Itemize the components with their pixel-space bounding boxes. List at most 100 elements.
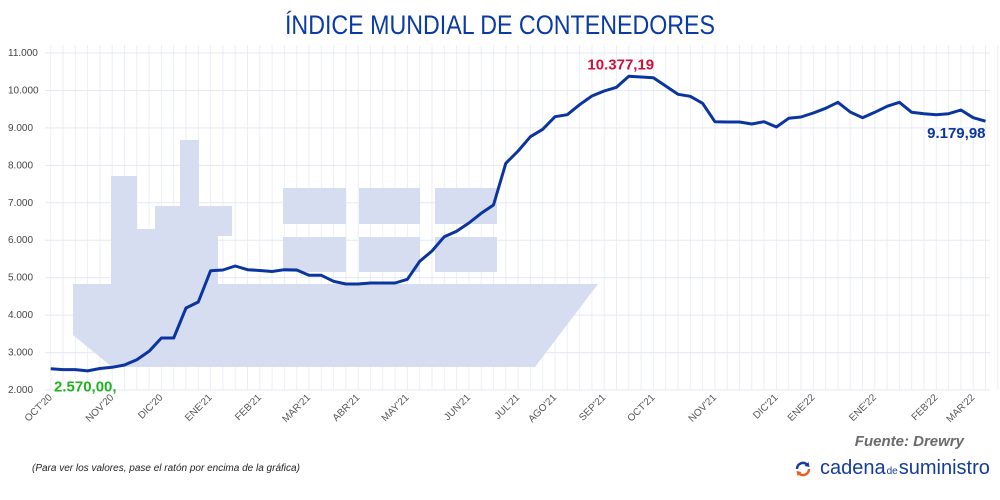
refresh-arrows-icon [795,461,811,476]
logo-text-1: cadena [820,457,886,479]
y-axis: 2.000 3.000 4.000 5.000 6.000 7.000 8.000 9.000… [8,48,39,396]
data-point[interactable] [526,133,534,141]
data-point[interactable] [330,277,338,285]
data-point[interactable] [256,267,264,275]
data-point[interactable] [699,99,707,107]
data-point[interactable] [883,102,891,110]
data-point[interactable] [822,104,830,112]
data-point[interactable] [317,271,325,279]
data-point[interactable] [576,101,584,109]
data-point[interactable] [379,279,387,287]
data-point[interactable] [502,159,510,167]
y-tick-label: 9.000 [8,123,33,134]
data-point[interactable] [649,74,657,82]
x-tick-label: OCT'20 [23,392,55,424]
container [283,237,346,272]
data-point[interactable] [834,98,842,106]
data-point[interactable] [785,114,793,122]
logo[interactable]: cadena de suministro [794,457,990,480]
min-value-label: 2.570,00, [54,379,117,396]
data-point[interactable] [613,83,621,91]
logo-text-2: de [886,466,898,477]
data-point[interactable] [121,361,129,369]
x-tick-label: JUN'21 [442,392,473,423]
data-point[interactable] [539,125,547,133]
data-point[interactable] [440,233,448,241]
data-point[interactable] [231,262,239,270]
data-point[interactable] [465,219,473,227]
data-point[interactable] [748,120,756,128]
data-point[interactable] [736,118,744,126]
data-point[interactable] [637,73,645,81]
data-point[interactable] [170,334,178,342]
data-point[interactable] [244,266,252,274]
data-point[interactable] [859,114,867,122]
data-point[interactable] [957,106,965,114]
data-point[interactable] [219,266,227,274]
data-point[interactable] [686,92,694,100]
x-tick-label: MAR'22 [945,392,978,425]
y-tick-label: 6.000 [8,235,33,246]
data-point[interactable] [305,271,313,279]
data-point[interactable] [600,87,608,95]
x-tick-label: MAR'21 [280,392,313,425]
data-point[interactable] [490,201,498,209]
data-point[interactable] [920,110,928,118]
logo-text-3: suministro [898,457,990,479]
data-point[interactable] [293,266,301,274]
y-tick-label: 8.000 [8,160,33,171]
data-point[interactable] [182,304,190,312]
data-point[interactable] [145,347,153,355]
data-point[interactable] [268,268,276,276]
data-point[interactable] [908,108,916,116]
data-point[interactable] [403,275,411,283]
data-point[interactable] [47,365,55,373]
data-point[interactable] [711,118,719,126]
data-point[interactable] [280,266,288,274]
x-tick-label: ENE'22 [786,392,818,424]
data-point[interactable] [797,113,805,121]
data-point[interactable] [207,267,215,275]
data-point[interactable] [157,334,165,342]
data-point[interactable] [662,82,670,90]
chart-title: ÍNDICE MUNDIAL DE CONTENEDORES [284,10,716,40]
data-point[interactable] [71,366,79,374]
data-point[interactable] [982,117,990,125]
data-point[interactable] [625,72,633,80]
data-point[interactable] [96,365,104,373]
data-point[interactable] [194,298,202,306]
data-point[interactable] [354,280,362,288]
data-point[interactable] [871,108,879,116]
x-tick-label: SEP'21 [577,392,608,423]
data-point[interactable] [945,110,953,118]
data-point[interactable] [342,280,350,288]
data-point[interactable] [59,366,67,374]
data-point[interactable] [514,147,522,155]
y-tick-label: 10.000 [8,85,39,96]
data-point[interactable] [969,114,977,122]
data-point[interactable] [84,367,92,375]
data-point[interactable] [723,118,731,126]
data-point[interactable] [416,257,424,265]
data-point[interactable] [428,247,436,255]
series-line[interactable] [50,74,986,373]
data-point[interactable] [932,111,940,119]
data-point[interactable] [551,113,559,121]
data-point[interactable] [477,209,485,217]
data-point[interactable] [895,98,903,106]
data-point[interactable] [563,111,571,119]
data-point[interactable] [588,92,596,100]
data-point[interactable] [772,123,780,131]
data-point[interactable] [760,118,768,126]
data-point[interactable] [674,90,682,98]
data-point[interactable] [367,279,375,287]
data-point[interactable] [809,109,817,117]
max-value-label: 10.377,19 [587,56,654,73]
data-point[interactable] [453,227,461,235]
data-point[interactable] [108,363,116,371]
data-point[interactable] [846,108,854,116]
data-point[interactable] [391,279,399,287]
data-point[interactable] [133,356,141,364]
